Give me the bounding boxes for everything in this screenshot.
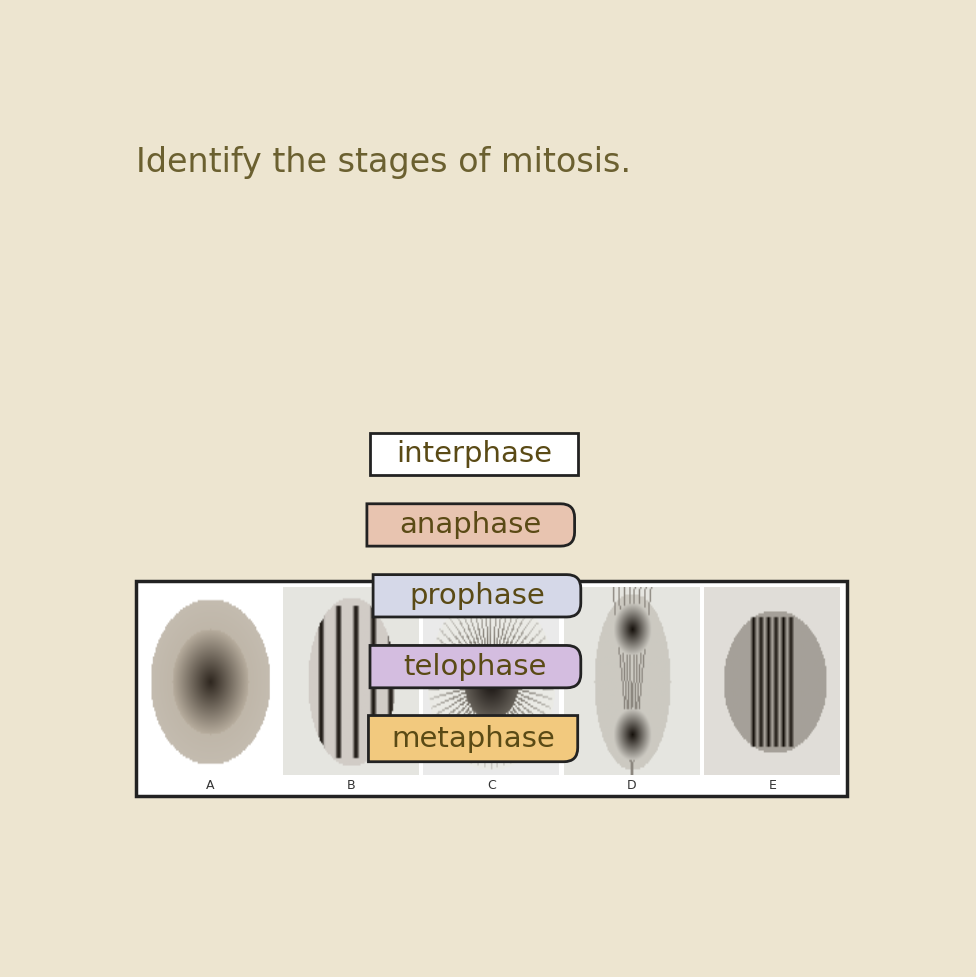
- Text: B: B: [346, 779, 355, 792]
- Text: telophase: telophase: [404, 653, 548, 681]
- Text: E: E: [768, 779, 776, 792]
- Bar: [424, 587, 559, 775]
- PathPatch shape: [369, 715, 578, 762]
- Bar: [705, 587, 840, 775]
- Bar: [142, 587, 278, 775]
- Bar: [283, 587, 419, 775]
- PathPatch shape: [370, 646, 581, 688]
- Bar: [136, 580, 846, 796]
- Bar: [370, 433, 578, 475]
- Text: anaphase: anaphase: [399, 511, 542, 539]
- Text: metaphase: metaphase: [391, 725, 555, 752]
- Text: interphase: interphase: [396, 440, 551, 468]
- Text: prophase: prophase: [409, 581, 545, 610]
- Text: Identify the stages of mitosis.: Identify the stages of mitosis.: [136, 146, 631, 179]
- PathPatch shape: [373, 574, 581, 616]
- Text: D: D: [627, 779, 636, 792]
- Bar: [564, 587, 700, 775]
- Text: A: A: [206, 779, 215, 792]
- PathPatch shape: [367, 504, 575, 546]
- Text: C: C: [487, 779, 496, 792]
